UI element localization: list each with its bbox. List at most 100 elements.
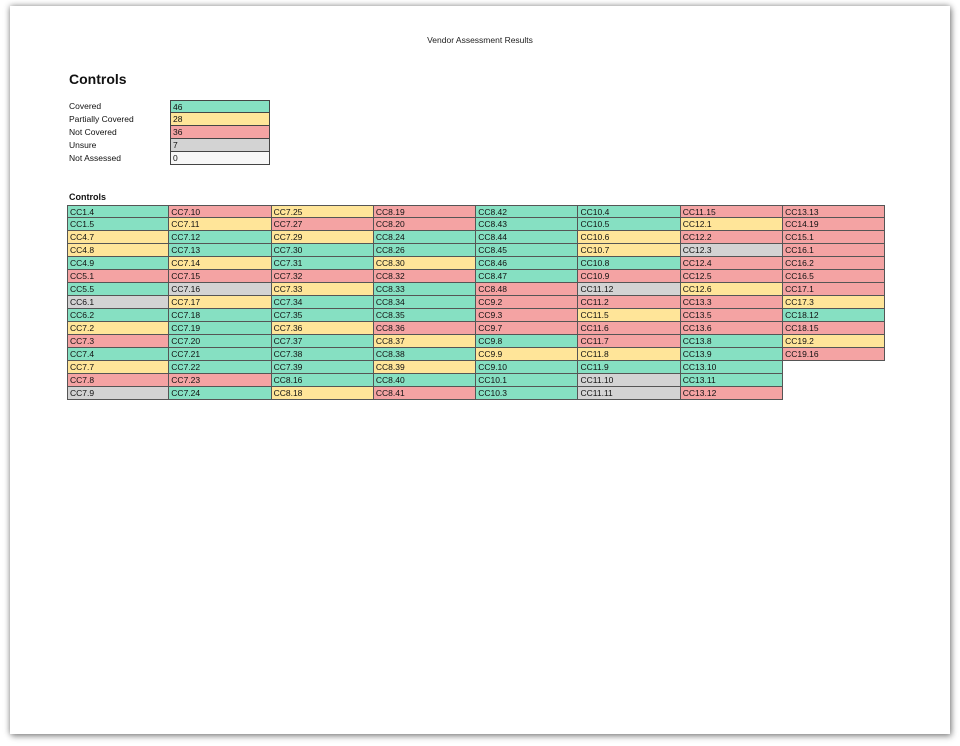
control-cell: CC12.2 — [680, 231, 784, 244]
control-cell: CC7.4 — [67, 348, 170, 361]
control-cell: CC7.18 — [169, 309, 272, 322]
controls-grid: CC1.4 CC1.5 CC4.7 CC4.8 CC4.9 CC5.1 CC5.5 CC6.1… — [67, 205, 886, 400]
summary-row-covered: Covered 46 — [69, 100, 270, 113]
control-cell: CC8.38 — [373, 348, 477, 361]
summary-row-partially-covered: Partially Covered 28 — [69, 113, 270, 126]
summary-table: Covered 46 Partially Covered 28 Not Cove… — [69, 100, 270, 165]
summary-value: 7 — [170, 139, 270, 152]
control-cell: CC4.8 — [67, 244, 170, 257]
control-cell: CC7.33 — [271, 283, 374, 296]
control-cell: CC9.9 — [476, 348, 579, 361]
control-cell: CC12.3 — [680, 244, 784, 257]
control-cell: CC10.6 — [578, 231, 681, 244]
control-cell: CC11.7 — [578, 335, 681, 348]
control-cell: CC11.5 — [578, 309, 681, 322]
control-cell: CC7.10 — [169, 205, 272, 218]
control-cell: CC9.7 — [476, 322, 579, 335]
control-cell: CC8.35 — [373, 309, 477, 322]
control-cell: CC13.13 — [783, 205, 886, 218]
control-cell: CC7.16 — [169, 283, 272, 296]
control-cell: CC7.34 — [271, 296, 374, 309]
control-cell: CC9.8 — [476, 335, 579, 348]
control-cell: CC15.1 — [783, 231, 886, 244]
controls-column: CC10.4 CC10.5 CC10.6 CC10.7 CC10.8 CC10.9 CC11… — [578, 205, 681, 400]
summary-value: 28 — [170, 113, 270, 126]
control-cell: CC7.32 — [271, 270, 374, 283]
control-cell: CC13.8 — [680, 335, 784, 348]
control-cell: CC7.14 — [169, 257, 272, 270]
control-cell: CC7.27 — [271, 218, 374, 231]
summary-label: Partially Covered — [69, 114, 134, 124]
control-cell: CC12.1 — [680, 218, 784, 231]
control-cell: CC8.41 — [373, 387, 477, 400]
control-cell: CC8.26 — [373, 244, 477, 257]
control-cell: CC13.10 — [680, 361, 784, 374]
control-cell: CC5.5 — [67, 283, 170, 296]
control-cell: CC9.2 — [476, 296, 579, 309]
control-cell: CC11.11 — [578, 387, 681, 400]
control-cell: CC1.4 — [67, 205, 170, 218]
control-cell: CC11.12 — [578, 283, 681, 296]
control-cell: CC7.35 — [271, 309, 374, 322]
control-cell: CC18.15 — [783, 322, 886, 335]
control-cell: CC7.22 — [169, 361, 272, 374]
control-cell: CC7.15 — [169, 270, 272, 283]
control-cell: CC7.24 — [169, 387, 272, 400]
control-cell: CC19.16 — [783, 348, 886, 361]
control-cell: CC7.31 — [271, 257, 374, 270]
control-cell: CC8.40 — [373, 374, 477, 387]
control-cell: CC7.23 — [169, 374, 272, 387]
control-cell: CC7.25 — [271, 205, 374, 218]
control-cell: CC7.39 — [271, 361, 374, 374]
control-cell: CC7.19 — [169, 322, 272, 335]
control-cell: CC10.8 — [578, 257, 681, 270]
control-cell: CC19.2 — [783, 335, 886, 348]
control-cell: CC7.13 — [169, 244, 272, 257]
control-cell: CC7.37 — [271, 335, 374, 348]
summary-row-not-assessed: Not Assessed 0 — [69, 152, 270, 165]
control-cell: CC9.3 — [476, 309, 579, 322]
control-cell: CC10.7 — [578, 244, 681, 257]
control-cell: CC8.36 — [373, 322, 477, 335]
summary-label: Covered — [69, 101, 102, 111]
control-cell: CC10.5 — [578, 218, 681, 231]
control-cell: CC7.17 — [169, 296, 272, 309]
summary-row-unsure: Unsure 7 — [69, 139, 270, 152]
control-cell: CC16.1 — [783, 244, 886, 257]
controls-column: CC8.19 CC8.20 CC8.24 CC8.26 CC8.30 CC8.32 CC8.… — [373, 205, 477, 400]
control-cell: CC12.5 — [680, 270, 784, 283]
summary-value: 46 — [170, 100, 270, 113]
control-cell: CC17.1 — [783, 283, 886, 296]
control-cell: CC4.7 — [67, 231, 170, 244]
control-cell: CC6.1 — [67, 296, 170, 309]
controls-column: CC1.4 CC1.5 CC4.7 CC4.8 CC4.9 CC5.1 CC5.5 CC6.1… — [67, 205, 170, 400]
control-cell: CC8.24 — [373, 231, 477, 244]
control-cell: CC7.30 — [271, 244, 374, 257]
control-cell: CC13.6 — [680, 322, 784, 335]
control-cell: CC8.43 — [476, 218, 579, 231]
summary-value: 0 — [170, 152, 270, 165]
summary-label: Unsure — [69, 140, 97, 150]
control-cell: CC11.8 — [578, 348, 681, 361]
control-cell: CC6.2 — [67, 309, 170, 322]
control-cell: CC8.34 — [373, 296, 477, 309]
control-cell: CC16.5 — [783, 270, 886, 283]
controls-column: CC7.25 CC7.27 CC7.29 CC7.30 CC7.31 CC7.32 CC7.… — [271, 205, 374, 400]
summary-row-not-covered: Not Covered 36 — [69, 126, 270, 139]
control-cell: CC11.6 — [578, 322, 681, 335]
control-cell: CC17.3 — [783, 296, 886, 309]
report-page: Vendor Assessment Results Controls Cover… — [10, 6, 950, 734]
control-cell: CC10.9 — [578, 270, 681, 283]
control-cell: CC11.2 — [578, 296, 681, 309]
control-cell: CC13.12 — [680, 387, 784, 400]
control-cell: CC8.47 — [476, 270, 579, 283]
control-cell: CC11.10 — [578, 374, 681, 387]
control-cell: CC13.5 — [680, 309, 784, 322]
control-cell: CC7.20 — [169, 335, 272, 348]
control-cell: CC13.11 — [680, 374, 784, 387]
control-cell: CC7.2 — [67, 322, 170, 335]
control-cell: CC10.4 — [578, 205, 681, 218]
control-cell: CC8.44 — [476, 231, 579, 244]
control-cell: CC5.1 — [67, 270, 170, 283]
control-cell: CC7.29 — [271, 231, 374, 244]
